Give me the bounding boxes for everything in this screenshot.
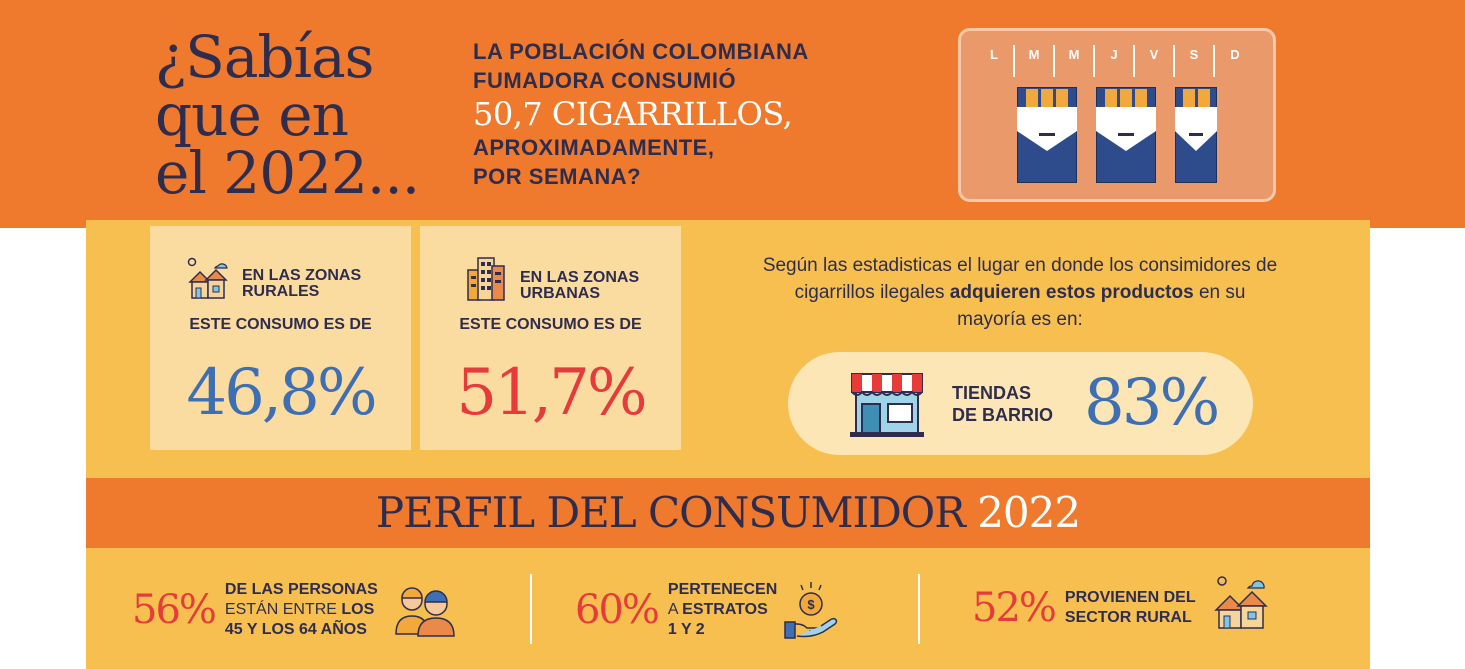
profile-stat-line-1: DE LAS PERSONAS — [224, 581, 378, 598]
stats-text-part-1: Según las estadisticas el lugar en donde… — [762, 255, 1278, 303]
question-line-4: POR SEMANA? — [473, 164, 642, 189]
profile-stat-rural: 52% PROVIENEN DEL SECTOR RURAL — [972, 576, 1272, 632]
urban-card: EN LAS ZONAS URBANAS ESTE CONSUMO ES DE … — [420, 226, 681, 450]
headline-line-3: el 2022... — [155, 139, 420, 207]
headline-line-2: que en — [155, 81, 349, 149]
question-line-1: LA POBLACIÓN COLOMBIANA — [473, 39, 809, 64]
day-label: D — [1230, 47, 1240, 62]
buildings-icon — [467, 257, 505, 301]
money-hand-icon: $ — [784, 582, 838, 639]
profile-stat-age: 56% DE LAS PERSONAS ESTÁN ENTRE LOS 45 Y… — [132, 580, 456, 640]
cigarette-pack-icon — [1017, 87, 1077, 183]
svg-text:$: $ — [808, 597, 816, 612]
store-value: 83% — [1084, 366, 1220, 440]
day-label: M — [1015, 45, 1055, 77]
profile-stat-line-2-light: ESTÁN ENTRE — [224, 601, 342, 618]
rural-subtitle: ESTE CONSUMO ES DE — [189, 316, 372, 333]
day-label: S — [1175, 45, 1215, 77]
question-highlight: 50,7 CIGARRILLOS, — [473, 95, 793, 133]
rural-card: EN LAS ZONAS RURALES ESTE CONSUMO ES DE … — [150, 226, 411, 450]
house-icon — [187, 257, 228, 299]
profile-stat-line-2-light: A — [667, 601, 683, 618]
divider — [530, 574, 532, 644]
store-label-line-2: DE BARRIO — [952, 405, 1054, 425]
urban-title-line-2: URBANAS — [520, 285, 600, 302]
stats-description: Según las estadisticas el lugar en donde… — [760, 252, 1280, 333]
profile-title: PERFIL DEL CONSUMIDOR 2022 — [375, 486, 1081, 540]
profile-stat-line-2-bold: ESTRATOS — [682, 601, 768, 618]
store-pill: TIENDAS DE BARRIO 83% — [788, 352, 1253, 455]
profile-stat-strata: 60% PERTENECEN A ESTRATOS 1 Y 2 $ — [575, 580, 839, 640]
urban-subtitle: ESTE CONSUMO ES DE — [459, 316, 642, 333]
profile-stat-line-3: 1 Y 2 — [667, 621, 705, 638]
cigarette-pack-icon — [1096, 87, 1156, 183]
question-line-3: APROXIMADAMENTE, — [473, 135, 715, 160]
profile-stat-line-1: PERTENECEN — [667, 581, 778, 598]
headline: ¿Sabías que en el 2022... — [155, 23, 420, 207]
urban-value: 51,7% — [456, 356, 647, 430]
rural-value: 46,8% — [186, 356, 377, 430]
question-line-2: FUMADORA CONSUMIÓ — [473, 68, 737, 93]
urban-title-line-1: EN LAS ZONAS — [520, 269, 640, 286]
week-days: L M M J V S D — [975, 45, 1255, 77]
profile-stat-value: 56% — [132, 587, 217, 633]
profile-stat-line-3: 45 Y LOS 64 AÑOS — [224, 621, 367, 638]
profile-stat-line-1: PROVIENEN DEL — [1064, 589, 1196, 606]
profile-title-text: PERFIL DEL CONSUMIDOR — [375, 488, 966, 537]
house-icon — [1213, 576, 1268, 629]
question-text: LA POBLACIÓN COLOMBIANA FUMADORA CONSUMI… — [473, 37, 809, 191]
day-label: J — [1095, 45, 1135, 77]
day-label: V — [1135, 45, 1175, 77]
profile-stat-line-2-bold: SECTOR RURAL — [1064, 609, 1192, 626]
profile-stat-value: 52% — [972, 585, 1057, 631]
rural-title-line-1: EN LAS ZONAS — [242, 267, 362, 284]
profile-stat-value: 60% — [575, 587, 660, 633]
store-label-line-1: TIENDAS — [952, 383, 1032, 403]
profile-stat-line-2-bold: LOS — [341, 601, 375, 618]
profile-title-year: 2022 — [977, 488, 1081, 537]
people-icon — [395, 587, 455, 637]
stats-text-bold: adquieren estos productos — [949, 282, 1194, 303]
rural-title-line-2: RURALES — [242, 283, 320, 300]
stats-text-part-2: en su mayoría es en: — [957, 282, 1246, 330]
week-box: L M M J V S D — [958, 28, 1276, 202]
profile-band: PERFIL DEL CONSUMIDOR 2022 — [86, 478, 1370, 548]
store-icon — [850, 373, 924, 437]
cigarette-pack-icon — [1175, 87, 1217, 183]
day-label: L — [975, 45, 1015, 77]
divider — [918, 574, 920, 644]
day-label: M — [1055, 45, 1095, 77]
headline-line-1: ¿Sabías — [155, 23, 374, 91]
